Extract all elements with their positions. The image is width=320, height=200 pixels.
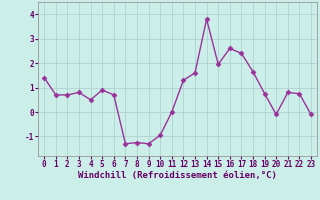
- X-axis label: Windchill (Refroidissement éolien,°C): Windchill (Refroidissement éolien,°C): [78, 171, 277, 180]
